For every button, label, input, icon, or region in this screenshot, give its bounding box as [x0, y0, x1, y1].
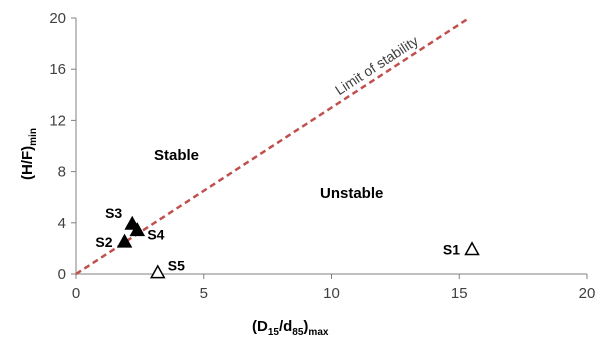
- ticks: 0 5 10 15 20 0 4 8 12 16 20: [49, 10, 595, 302]
- data-point-marker: [116, 233, 133, 248]
- x-tick-label: 10: [323, 285, 340, 302]
- data-point-marker: [464, 241, 480, 256]
- y-tick-label: 8: [58, 164, 66, 181]
- limit-of-stability-label: Limit of stability: [332, 32, 421, 98]
- y-tick-label: 4: [58, 215, 66, 232]
- region-label-unstable: Unstable: [320, 185, 383, 202]
- data-point-label: S5: [168, 258, 185, 274]
- region-label-stable: Stable: [154, 147, 199, 164]
- y-axis-title: (H/F)min: [19, 128, 39, 180]
- y-tick-label: 20: [49, 10, 66, 27]
- x-tick-label: 15: [451, 285, 468, 302]
- x-tick-label: 20: [579, 285, 596, 302]
- data-point-label: S4: [147, 226, 164, 242]
- x-axis-title: (D15/d85)max: [252, 318, 329, 338]
- data-point-label: S3: [105, 205, 122, 221]
- limit-of-stability-line: [75, 16, 470, 276]
- x-tick-label: 5: [200, 285, 208, 302]
- y-tick-label: 0: [58, 266, 66, 283]
- x-tick-label: 0: [72, 285, 80, 302]
- data-point-marker: [149, 264, 166, 279]
- y-tick-label: 16: [49, 61, 66, 78]
- y-tick-label: 12: [49, 112, 66, 129]
- data-point-label: S2: [95, 234, 112, 250]
- data-point-label: S1: [443, 242, 460, 258]
- data-point-marker: [129, 222, 146, 237]
